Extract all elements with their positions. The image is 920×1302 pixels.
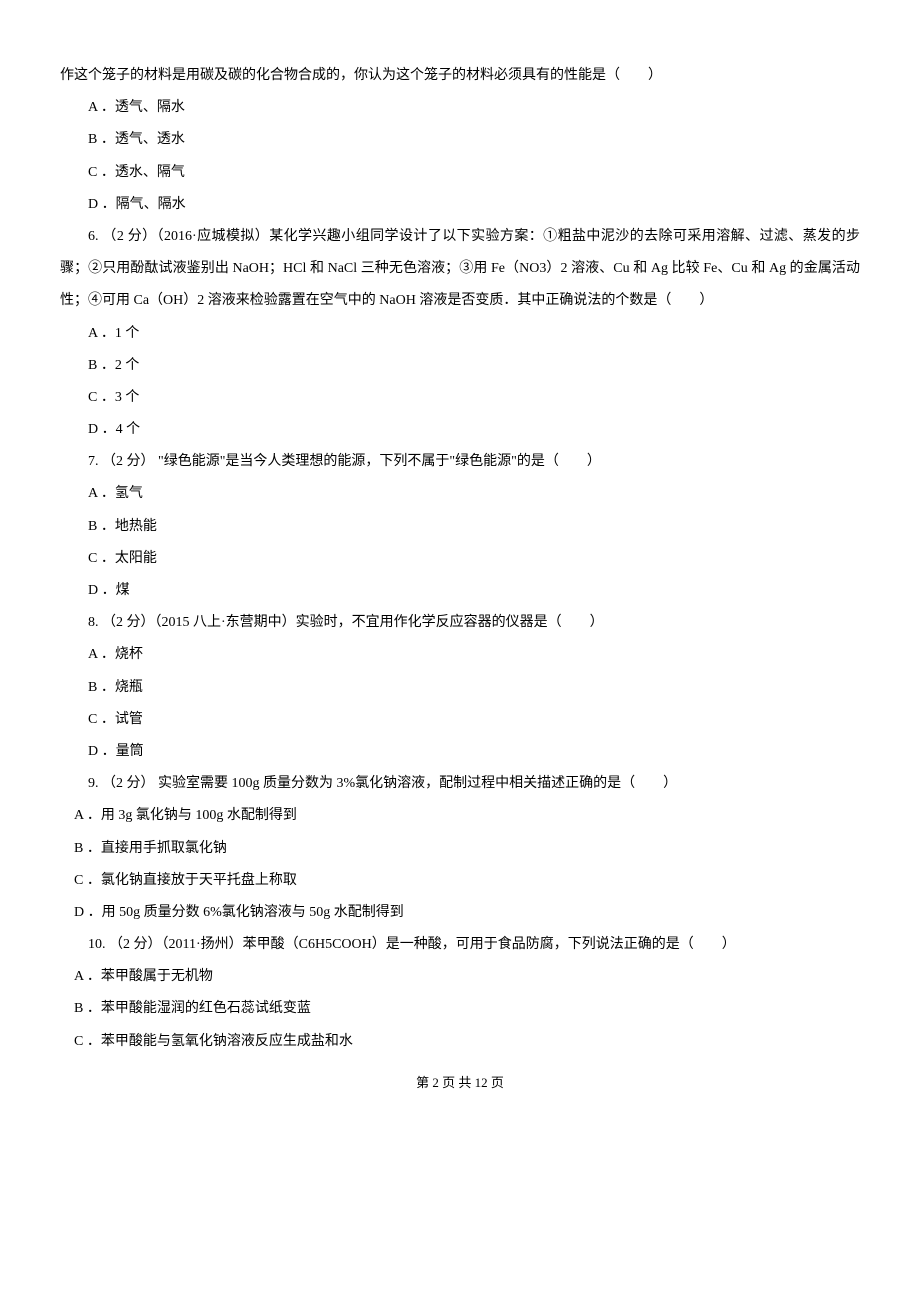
document-content: 作这个笼子的材料是用碳及碳的化合物合成的，你认为这个笼子的材料必须具有的性能是（… [60,60,860,1058]
q9-option-c: C ．氯化钠直接放于天平托盘上称取 [60,865,860,897]
q5-option-b: B ．透气、透水 [60,124,860,156]
q10-option-a: A ．苯甲酸属于无机物 [60,961,860,993]
q5-option-a: A ．透气、隔水 [60,92,860,124]
q6-option-a: A ．1 个 [60,318,860,350]
q7-option-b: B ．地热能 [60,511,860,543]
q6-option-d: D ．4 个 [60,414,860,446]
page-footer: 第 2 页 共 12 页 [60,1068,860,1098]
q6-option-b: B ．2 个 [60,350,860,382]
q7-option-d: D ．煤 [60,575,860,607]
q9-option-a: A ．用 3g 氯化钠与 100g 水配制得到 [60,800,860,832]
q5-option-d: D ．隔气、隔水 [60,189,860,221]
q8-option-d: D ．量筒 [60,736,860,768]
q10-option-b: B ．苯甲酸能湿润的红色石蕊试纸变蓝 [60,993,860,1025]
q10-text: 10. （2 分）（2011·扬州）苯甲酸（C6H5COOH）是一种酸，可用于食… [60,929,860,961]
q7-option-c: C ．太阳能 [60,543,860,575]
q6-text: 6. （2 分）（2016·应城模拟）某化学兴趣小组同学设计了以下实验方案：①粗… [60,221,860,318]
q9-text: 9. （2 分） 实验室需要 100g 质量分数为 3%氯化钠溶液，配制过程中相… [60,768,860,800]
q5-continuation: 作这个笼子的材料是用碳及碳的化合物合成的，你认为这个笼子的材料必须具有的性能是（… [60,60,860,92]
q8-option-b: B ．烧瓶 [60,672,860,704]
q7-text: 7. （2 分） "绿色能源"是当今人类理想的能源，下列不属于"绿色能源"的是（… [60,446,860,478]
q6-option-c: C ．3 个 [60,382,860,414]
q5-option-c: C ．透水、隔气 [60,157,860,189]
q9-option-b: B ．直接用手抓取氯化钠 [60,833,860,865]
q8-option-a: A ．烧杯 [60,639,860,671]
q10-option-c: C ．苯甲酸能与氢氧化钠溶液反应生成盐和水 [60,1026,860,1058]
q8-option-c: C ．试管 [60,704,860,736]
q7-option-a: A ．氢气 [60,478,860,510]
q9-option-d: D ．用 50g 质量分数 6%氯化钠溶液与 50g 水配制得到 [60,897,860,929]
q8-text: 8. （2 分）（2015 八上·东营期中）实验时，不宜用作化学反应容器的仪器是… [60,607,860,639]
